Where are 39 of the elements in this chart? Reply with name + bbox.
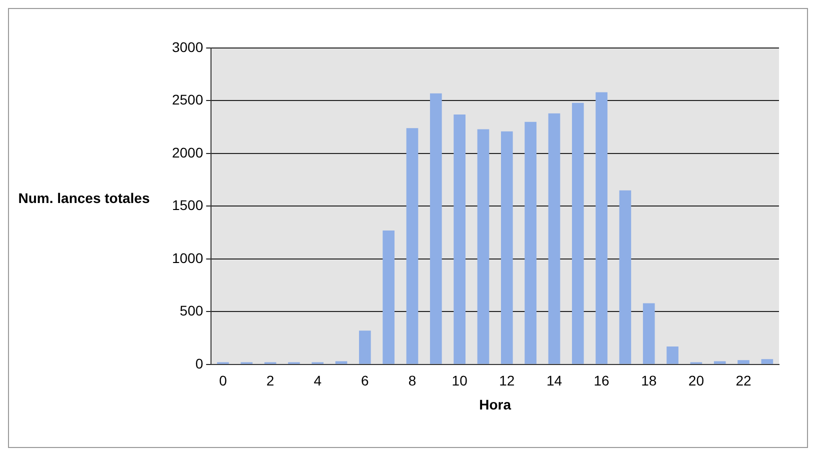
x-tick-label: 4	[314, 372, 322, 389]
x-tick-label: 2	[266, 372, 274, 389]
x-tick-label: 6	[361, 372, 370, 389]
bar	[477, 129, 490, 364]
bar	[714, 361, 726, 364]
bar	[548, 113, 560, 364]
bar	[738, 360, 750, 364]
x-tick-label: 10	[452, 372, 468, 389]
y-axis-title: Num. lances totales	[17, 190, 151, 208]
bar	[619, 190, 632, 364]
x-tick-label: 22	[736, 372, 752, 389]
bar	[335, 361, 348, 364]
y-tick-label: 1000	[172, 250, 204, 266]
x-tick-label: 16	[594, 372, 610, 389]
y-tick-label: 1500	[172, 197, 204, 214]
bar	[596, 92, 608, 364]
bar	[406, 128, 418, 364]
y-tick-label: 500	[180, 302, 204, 319]
bar	[454, 114, 466, 364]
bar	[430, 93, 442, 364]
bar	[572, 102, 584, 364]
x-tick-label: 18	[641, 372, 657, 389]
x-tick-label: 20	[688, 372, 704, 389]
bar	[382, 230, 395, 364]
x-tick-label: 8	[408, 372, 416, 389]
bar	[761, 359, 774, 364]
x-tick-label: 14	[546, 372, 562, 389]
y-tick-label: 2500	[172, 92, 204, 108]
y-tick-label: 3000	[172, 38, 204, 55]
x-tick-label: 0	[219, 372, 228, 389]
bar	[524, 122, 536, 364]
bar	[500, 131, 513, 364]
bar	[359, 330, 371, 364]
bar	[642, 303, 655, 364]
x-axis-title: Hora	[479, 396, 512, 412]
y-tick-label: 0	[195, 355, 204, 372]
y-tick-label: 2000	[172, 144, 204, 160]
x-tick-label: 12	[499, 372, 515, 389]
bar	[666, 346, 678, 364]
